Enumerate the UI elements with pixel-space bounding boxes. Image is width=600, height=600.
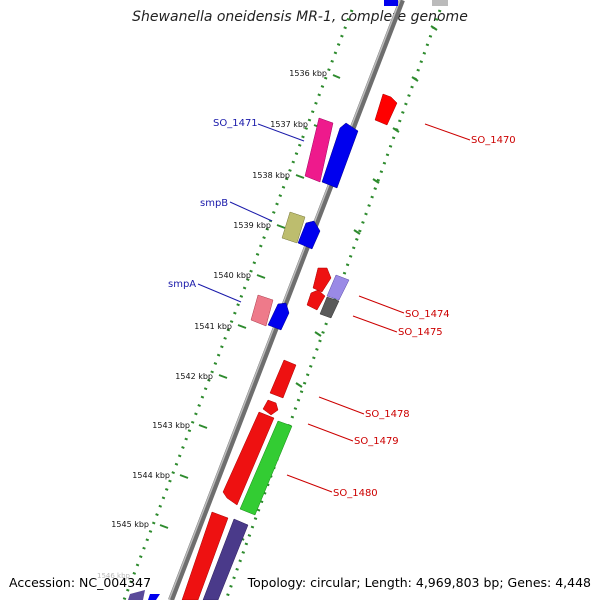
gene-top-partial bbox=[384, 0, 398, 6]
tick-label: 1539 kbp bbox=[233, 221, 271, 230]
label-smpa[interactable]: smpA bbox=[168, 279, 196, 290]
inner-ticks bbox=[159, 74, 341, 529]
callout-line-so1475 bbox=[352, 315, 398, 333]
gene-bottom-red[interactable] bbox=[181, 511, 229, 600]
callout-line-smpb bbox=[229, 201, 273, 222]
accession-text: Accession: NC_004347 bbox=[9, 575, 152, 590]
tick-label: 1542 kbp bbox=[175, 372, 213, 381]
tick-label: 1536 kbp bbox=[289, 69, 327, 78]
label-so1479[interactable]: SO_1479 bbox=[354, 436, 399, 447]
callout-line-so1470 bbox=[424, 123, 471, 141]
gene-so1471-blue[interactable] bbox=[321, 122, 359, 189]
gene-red-1540b[interactable] bbox=[306, 289, 326, 311]
callout-line-so1480 bbox=[286, 474, 333, 493]
callout-line-so1479 bbox=[307, 423, 354, 442]
outer-ruler-dotted bbox=[224, 9, 442, 600]
gene-smpa[interactable] bbox=[250, 294, 274, 327]
label-smpb[interactable]: smpB bbox=[200, 198, 228, 209]
gene-so1471[interactable] bbox=[304, 117, 334, 183]
callout-line-so1474 bbox=[358, 295, 405, 314]
gene-smpa-blue[interactable] bbox=[267, 302, 290, 331]
tick-label: 1537 kbp bbox=[270, 120, 308, 129]
tick-label: 1543 kbp bbox=[152, 421, 190, 430]
tick-label: 1546 kbp bbox=[97, 572, 131, 580]
gene-smpb[interactable] bbox=[281, 211, 306, 244]
tick-label: 1544 kbp bbox=[132, 471, 170, 480]
gene-bottom-navy[interactable] bbox=[202, 518, 249, 600]
gene-so1475[interactable] bbox=[319, 296, 340, 319]
gene-red-1540a[interactable] bbox=[312, 267, 332, 293]
label-so1478[interactable]: SO_1478 bbox=[365, 409, 410, 420]
topology-summary: Topology: circular; Length: 4,969,803 bp… bbox=[247, 575, 591, 590]
label-so1480[interactable]: SO_1480 bbox=[333, 488, 378, 499]
map-title: Shewanella oneidensis MR-1, complete gen… bbox=[132, 9, 468, 25]
label-so1475[interactable]: SO_1475 bbox=[398, 327, 443, 338]
gene-so1480[interactable] bbox=[239, 420, 293, 516]
callout-line-smpa bbox=[197, 283, 242, 303]
gene-so1479[interactable] bbox=[222, 411, 275, 506]
label-so1470[interactable]: SO_1470 bbox=[471, 135, 516, 146]
label-so1474[interactable]: SO_1474 bbox=[405, 309, 450, 320]
gene-so1470[interactable] bbox=[374, 93, 398, 126]
label-so1471[interactable]: SO_1471 bbox=[213, 118, 258, 129]
tick-label: 1541 kbp bbox=[194, 322, 232, 331]
tick-label: 1545 kbp bbox=[111, 520, 149, 529]
inner-ruler-dotted bbox=[122, 9, 354, 600]
gene-smpb-blue[interactable] bbox=[297, 220, 321, 250]
gene-top-partial-gray bbox=[432, 0, 448, 6]
tick-label: 1538 kbp bbox=[252, 171, 290, 180]
genome-backbone-highlight bbox=[168, 0, 401, 600]
callout-line-so1471 bbox=[257, 123, 305, 142]
gene-so1474[interactable] bbox=[326, 274, 350, 301]
tick-label: 1540 kbp bbox=[213, 271, 251, 280]
gene-so1478[interactable] bbox=[269, 359, 297, 399]
gene-bottom-blue-partial[interactable] bbox=[148, 594, 160, 600]
gene-bottom-navy-partial[interactable] bbox=[128, 590, 145, 600]
callout-line-so1478 bbox=[318, 396, 365, 415]
gene-so1478-small[interactable] bbox=[262, 399, 279, 416]
genome-backbone bbox=[168, 0, 405, 600]
